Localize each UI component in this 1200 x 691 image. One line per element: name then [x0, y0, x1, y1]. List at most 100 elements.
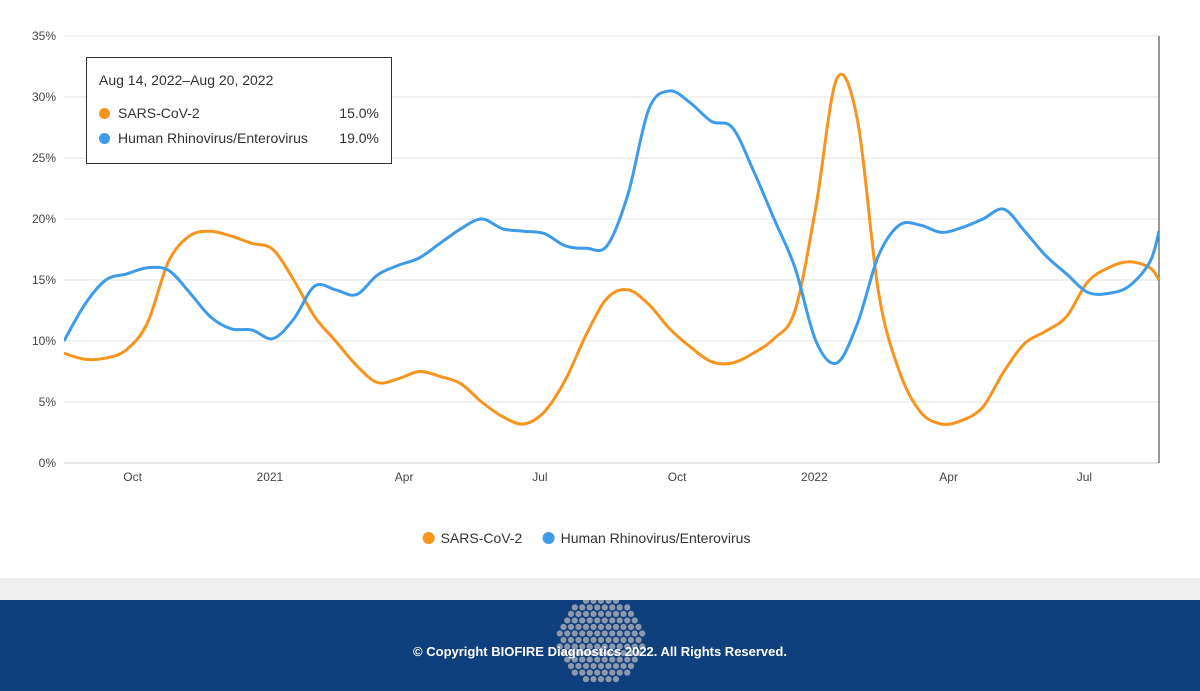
logo-dot [627, 636, 635, 644]
logo-dot [582, 676, 590, 683]
logo-dot [579, 617, 586, 624]
logo-dot [635, 623, 642, 631]
legend-label: Human Rhinovirus/Enterovirus [561, 530, 751, 546]
axis-layer: 0% 5% 10% 15% 20% 25% 30% 35% Oct 2021 Apr Jul Oct 20… [32, 29, 1160, 484]
logo-dot [620, 610, 627, 617]
logo-dot [620, 623, 627, 631]
logo-dot [560, 649, 567, 657]
logo-dot [590, 610, 597, 617]
logo-dot [567, 623, 575, 631]
logo-dot [597, 663, 605, 670]
page-divider [0, 578, 1200, 600]
tooltip-series-value: 19.0% [339, 130, 379, 146]
x-tick-label: Oct [123, 470, 142, 484]
logo-dot [624, 669, 631, 676]
y-tick-label: 35% [32, 29, 56, 43]
logo-dot [612, 676, 620, 683]
tooltip-series-name: SARS-CoV-2 [118, 105, 200, 121]
logo-dot [597, 676, 605, 683]
y-tick-label: 30% [32, 90, 56, 104]
logo-dot [612, 610, 620, 617]
logo-dot [612, 623, 620, 631]
logo-dot [582, 636, 590, 644]
x-tick-label: 2021 [257, 470, 284, 484]
logo-dot [605, 676, 612, 683]
legend-marker [422, 532, 435, 544]
logo-dot [556, 630, 563, 637]
logo-dot [605, 649, 612, 657]
logo-dot [597, 636, 605, 644]
logo-dot [620, 663, 627, 670]
logo-dot [571, 604, 578, 611]
logo-dot [594, 669, 601, 676]
x-tick-label: 2022 [801, 470, 828, 484]
logo-dot [631, 643, 638, 650]
tooltip-title: Aug 14, 2022–Aug 20, 2022 [99, 72, 274, 88]
logo-dot [571, 669, 578, 676]
logo-dot [594, 630, 601, 637]
logo-dot [575, 649, 582, 657]
logo-dot [590, 663, 597, 670]
tooltip-row-rhinovirus: Human Rhinovirus/Enterovirus 19.0% [99, 127, 379, 149]
x-tick-label: Oct [668, 470, 687, 484]
logo-dot [631, 656, 638, 663]
logo-dot [631, 630, 638, 637]
logo-dot [575, 636, 582, 644]
logo-dot [586, 630, 593, 637]
logo-dot [579, 604, 586, 611]
logo-dot [601, 669, 608, 676]
logo-dot [586, 669, 593, 676]
logo-dot [556, 643, 563, 650]
logo-dot [571, 656, 578, 663]
logo-dot [597, 600, 605, 604]
logo-dot [639, 643, 646, 650]
logo-dot [609, 617, 616, 624]
logo-dot [627, 663, 635, 670]
tooltip-row-sars-cov-2: SARS-CoV-2 15.0% [99, 102, 379, 124]
tooltip-series-name: Human Rhinovirus/Enterovirus [118, 130, 308, 146]
logo-dot [590, 636, 597, 644]
logo-dot [597, 610, 605, 617]
y-tick-label: 10% [32, 334, 56, 348]
logo-dot [571, 643, 578, 650]
logo-dot [579, 630, 586, 637]
logo-dot [601, 656, 608, 663]
y-tick-label: 5% [39, 395, 57, 409]
logo-dot [612, 636, 620, 644]
logo-dot [605, 610, 612, 617]
logo-dot [605, 600, 612, 604]
logo-dot [627, 623, 635, 631]
logo-dot [597, 649, 605, 657]
logo-dot [627, 610, 635, 617]
logo-dot [564, 617, 571, 624]
series-line-rhinovirus [64, 89, 1159, 366]
chart-panel: 0% 5% 10% 15% 20% 25% 30% 35% Oct 2021 Apr Jul Oct 20… [31, 29, 1160, 546]
logo-dot [609, 643, 616, 650]
logo-dot [624, 604, 631, 611]
y-tick-label: 0% [39, 456, 57, 470]
logo-dot [575, 663, 582, 670]
logo-dot [586, 604, 593, 611]
series-line-sars-cov-2 [64, 72, 1159, 426]
x-tick-label: Apr [939, 470, 958, 484]
logo-dot [579, 669, 586, 676]
logo-dot [605, 623, 612, 631]
logo-dot [582, 663, 590, 670]
logo-dot [567, 649, 575, 657]
logo-dot [624, 643, 631, 650]
logo-dot [612, 600, 620, 604]
logo-dot [639, 630, 646, 637]
logo-dot [567, 636, 575, 644]
logo-dot [616, 630, 623, 637]
x-tick-label: Jul [532, 470, 547, 484]
logo-dot [590, 623, 597, 631]
logo-dot [616, 617, 623, 624]
logo-dot [612, 663, 620, 670]
chart-tooltip: Aug 14, 2022–Aug 20, 2022 SARS-CoV-2 15.… [86, 57, 392, 164]
logo-dot [624, 617, 631, 624]
logo-dot [564, 643, 571, 650]
logo-dot [575, 623, 582, 631]
logo-dot [616, 604, 623, 611]
logo-dot [609, 604, 616, 611]
logo-dot [616, 669, 623, 676]
